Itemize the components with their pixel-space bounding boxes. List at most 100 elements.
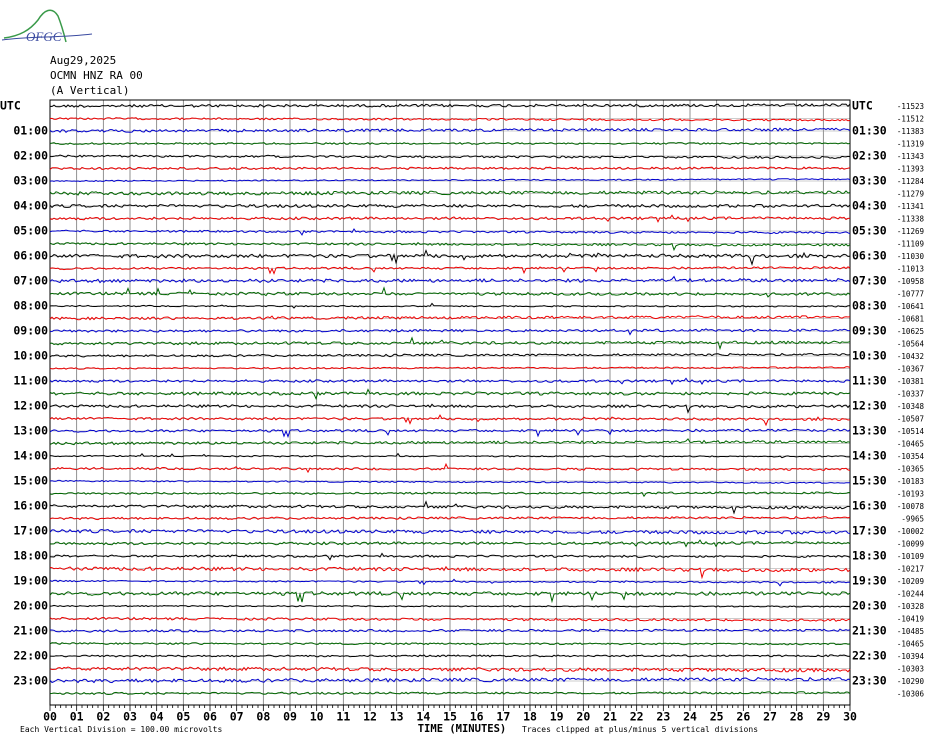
- trace-offset: -10777: [897, 290, 924, 299]
- left-time-label: 06:00: [13, 249, 48, 263]
- x-tick-label: 24: [683, 710, 697, 724]
- trace: [49, 604, 851, 608]
- trace: [49, 366, 851, 370]
- x-tick-label: 04: [150, 710, 164, 724]
- trace-offset: -11341: [897, 202, 924, 211]
- left-time-label: 17:00: [13, 524, 48, 538]
- x-tick-label: 06: [203, 710, 217, 724]
- left-time-label: 02:00: [13, 149, 48, 163]
- right-time-label: 11:30: [852, 374, 887, 388]
- trace: [49, 214, 851, 223]
- trace-offset: -11319: [897, 140, 924, 149]
- trace: [49, 154, 851, 159]
- logo-curve: [3, 9, 67, 43]
- left-time-label: 16:00: [13, 499, 48, 513]
- trace-offset: -10306: [897, 690, 925, 699]
- right-time-label: 03:30: [852, 174, 887, 188]
- logo-text: OFGC: [26, 29, 62, 44]
- left-time-label: UTC: [0, 99, 21, 113]
- left-time-label: 13:00: [13, 424, 48, 438]
- trace: [49, 302, 850, 309]
- trace: [49, 578, 851, 587]
- right-time-label: 08:30: [852, 299, 887, 313]
- trace-offset: -10217: [897, 565, 924, 574]
- x-tick-label: 16: [470, 710, 484, 724]
- trace-offset: -10465: [897, 440, 924, 449]
- trace-offset: -11512: [897, 115, 924, 124]
- trace-offset: -10394: [897, 652, 925, 661]
- trace-offset: -11269: [897, 227, 924, 236]
- trace-offset: -11109: [897, 240, 924, 249]
- trace: [49, 616, 851, 622]
- logo-swoosh: [1, 33, 93, 41]
- trace-offset: -11013: [897, 265, 924, 274]
- trace-offset: -11523: [897, 102, 924, 111]
- trace: [49, 190, 851, 196]
- trace-offset: -9965: [901, 515, 924, 524]
- x-tick-label: 18: [523, 710, 537, 724]
- trace-offset: -10381: [897, 377, 924, 386]
- trace: [49, 691, 851, 696]
- right-time-label: 06:30: [852, 249, 887, 263]
- trace: [49, 352, 851, 358]
- trace: [49, 438, 851, 446]
- left-time-label: 15:00: [13, 474, 48, 488]
- right-time-label: 14:30: [852, 449, 887, 463]
- left-time-label: 03:00: [13, 174, 48, 188]
- right-time-label: 05:30: [852, 224, 887, 238]
- trace: [49, 590, 851, 604]
- left-time-label: 07:00: [13, 274, 48, 288]
- left-time-label: 18:00: [13, 549, 48, 563]
- trace: [49, 428, 851, 439]
- x-tick-label: 07: [230, 710, 244, 724]
- trace: [49, 241, 851, 252]
- trace-offset: -10354: [897, 452, 925, 461]
- x-tick-label: 13: [390, 710, 404, 724]
- trace: [49, 642, 851, 646]
- x-tick-label: 11: [336, 710, 350, 724]
- x-tick-label: 22: [630, 710, 644, 724]
- trace-offset: -10193: [897, 490, 924, 499]
- trace-offset: -10109: [897, 552, 924, 561]
- x-tick-label: 03: [123, 710, 137, 724]
- x-tick-label: 01: [70, 710, 84, 724]
- left-time-label: 19:00: [13, 574, 48, 588]
- trace-offset: -11279: [897, 190, 924, 199]
- x-tick-label: 15: [443, 710, 457, 724]
- trace: [49, 491, 851, 498]
- trace: [49, 203, 851, 209]
- x-axis-label: TIME (MINUTES): [418, 723, 507, 735]
- trace-offset: -10681: [897, 315, 924, 324]
- trace-offset: -11343: [897, 152, 924, 161]
- right-time-label: 16:30: [852, 499, 887, 513]
- x-tick-label: 21: [603, 710, 617, 724]
- trace-offset: -10328: [897, 602, 925, 611]
- right-time-label: 15:30: [852, 474, 887, 488]
- left-time-label: 08:00: [13, 299, 48, 313]
- x-tick-label: 30: [843, 710, 857, 724]
- left-time-label: 20:00: [13, 599, 48, 613]
- x-tick-label: 12: [363, 710, 377, 724]
- trace-offset: -10367: [897, 365, 924, 374]
- trace-offset: -10209: [897, 577, 924, 586]
- right-time-label: 19:30: [852, 574, 887, 588]
- x-tick-label: 17: [496, 710, 510, 724]
- trace-offset: -10564: [897, 340, 925, 349]
- trace: [49, 500, 851, 515]
- trace-offset: -10002: [897, 527, 924, 536]
- x-tick-label: 28: [790, 710, 804, 724]
- trace: [49, 452, 850, 459]
- trace-offset: -11393: [897, 165, 924, 174]
- trace: [49, 275, 851, 284]
- left-time-label: 10:00: [13, 349, 48, 363]
- left-time-label: 21:00: [13, 624, 48, 638]
- trace-offset: -11338: [897, 215, 925, 224]
- trace: [49, 127, 851, 133]
- trace: [49, 328, 851, 336]
- left-time-label: 09:00: [13, 324, 48, 338]
- trace-offset: -10303: [897, 665, 924, 674]
- trace-offset: -10337: [897, 390, 924, 399]
- x-tick-label: 10: [310, 710, 324, 724]
- trace-offset: -10183: [897, 477, 924, 486]
- right-time-label: 01:30: [852, 124, 887, 138]
